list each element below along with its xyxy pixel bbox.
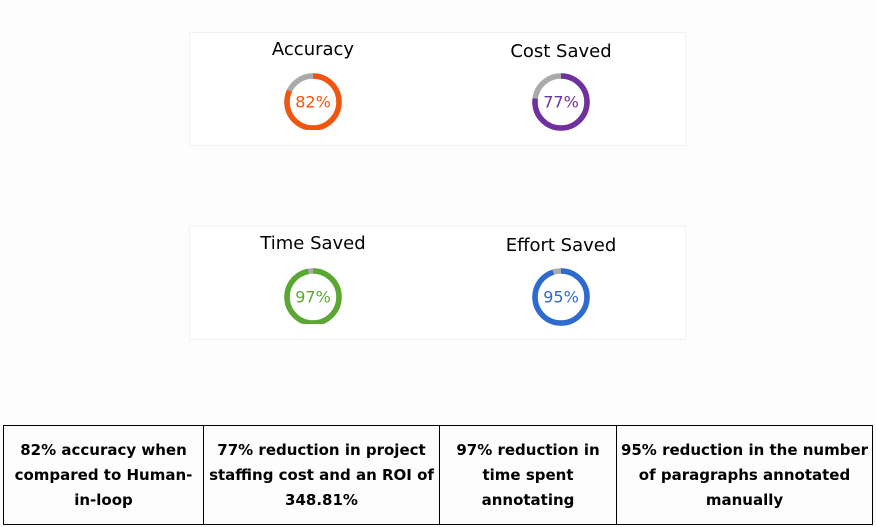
effort-saved-value-arc xyxy=(532,268,590,326)
time-saved-value-arc xyxy=(284,268,342,324)
summary-cell-accuracy: 82% accuracy when compared to Human-in-l… xyxy=(3,425,204,525)
effort-saved-donut: 95% xyxy=(532,268,590,326)
kpi-panel-top xyxy=(189,32,686,146)
table-row: 82% accuracy when compared to Human-in-l… xyxy=(3,425,873,525)
effort-saved-value-label: 95% xyxy=(543,288,579,307)
cost-saved-kpi: Cost Saved 77% xyxy=(481,42,641,132)
time-saved-kpi: Time Saved 97% xyxy=(233,234,393,324)
cost-saved-donut: 77% xyxy=(532,73,590,131)
cost-saved-title: Cost Saved xyxy=(510,41,612,62)
summary-cell-cost: 77% reduction in project staffing cost a… xyxy=(203,425,440,525)
cost-saved-value-label: 77% xyxy=(543,93,579,112)
accuracy-title: Accuracy xyxy=(271,39,355,60)
time-saved-value-label: 97% xyxy=(295,288,331,307)
accuracy-kpi: Accuracy 82% xyxy=(233,40,393,130)
time-saved-donut: 97% xyxy=(284,268,342,324)
time-saved-title: Time Saved xyxy=(260,233,366,254)
summary-cell-time: 97% reduction in time spent annotating xyxy=(439,425,617,525)
accuracy-value-arc xyxy=(284,73,342,130)
summary-table: 82% accuracy when compared to Human-in-l… xyxy=(3,425,873,525)
accuracy-value-label: 82% xyxy=(295,93,331,112)
cost-saved-value-arc xyxy=(532,73,590,131)
summary-cell-effort: 95% reduction in the number of paragraph… xyxy=(616,425,873,525)
accuracy-donut: 82% xyxy=(284,73,342,130)
effort-saved-kpi: Effort Saved 95% xyxy=(481,236,641,326)
effort-saved-title: Effort Saved xyxy=(505,235,617,256)
kpi-panel-bottom xyxy=(189,226,686,340)
